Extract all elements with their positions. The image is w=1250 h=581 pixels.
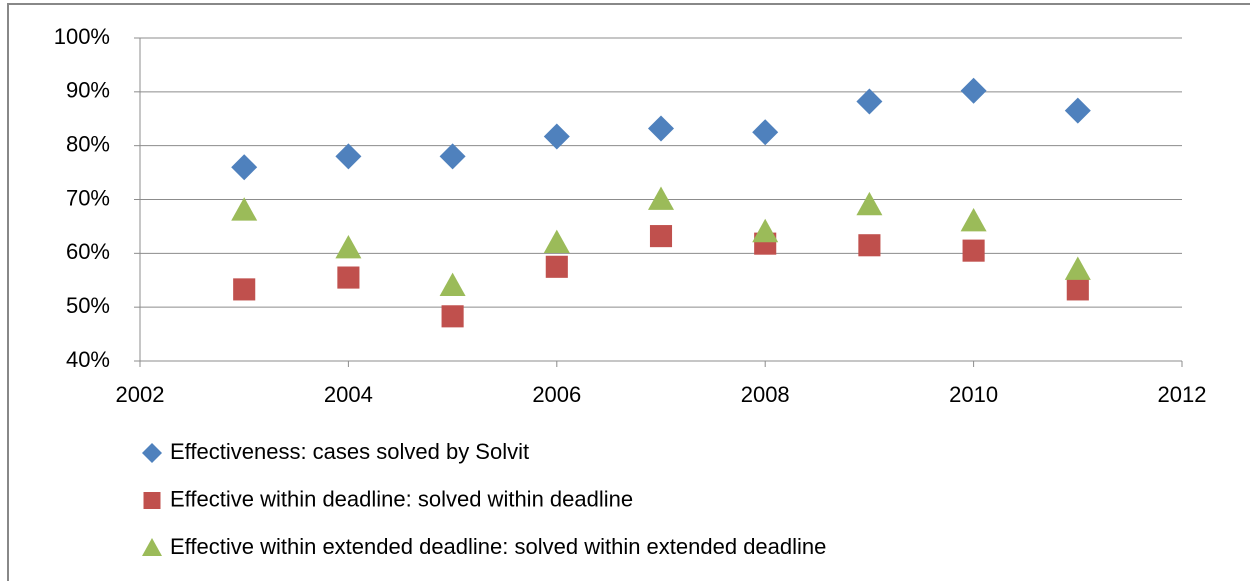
marker-square (233, 278, 256, 301)
marker-square (143, 492, 161, 509)
y-tick-label: 80% (66, 131, 110, 156)
x-tick-label: 2004 (324, 382, 373, 407)
marker-triangle (231, 197, 258, 221)
marker-diamond (752, 119, 779, 146)
x-tick-label: 2012 (1158, 382, 1207, 407)
marker-square (545, 255, 568, 278)
marker-diamond (960, 77, 987, 104)
legend-label: Effectiveness: cases solved by Solvit (170, 439, 529, 464)
marker-diamond (1064, 97, 1091, 124)
marker-square (649, 225, 673, 248)
y-tick-label: 40% (66, 347, 110, 372)
x-tick-label: 2010 (949, 382, 998, 407)
marker-diamond (335, 143, 362, 170)
marker-triangle (960, 208, 987, 232)
marker-triangle (648, 186, 674, 210)
marker-diamond (231, 154, 258, 181)
marker-square (441, 305, 464, 328)
y-tick-label: 50% (66, 293, 110, 318)
marker-square (337, 266, 360, 289)
marker-triangle (752, 218, 779, 243)
marker-triangle (335, 234, 362, 259)
marker-triangle (439, 272, 466, 297)
marker-square (962, 239, 985, 262)
marker-diamond (142, 443, 162, 463)
marker-triangle (543, 229, 570, 253)
x-tick-label: 2002 (116, 382, 165, 407)
y-tick-label: 100% (54, 24, 110, 49)
legend-label: Effective within deadline: solved within… (170, 486, 633, 511)
y-tick-label: 90% (66, 78, 110, 103)
marker-diamond (648, 115, 674, 142)
marker-diamond (439, 143, 466, 170)
chart-frame (7, 3, 1250, 581)
x-tick-label: 2008 (741, 382, 790, 407)
marker-square (1066, 278, 1089, 301)
marker-triangle (142, 538, 162, 556)
marker-triangle (856, 191, 883, 216)
y-tick-label: 70% (66, 185, 110, 210)
marker-triangle (1064, 256, 1091, 280)
x-tick-label: 2006 (532, 382, 581, 407)
marker-square (858, 234, 881, 257)
marker-diamond (543, 123, 570, 150)
legend-label: Effective within extended deadline: solv… (170, 534, 826, 559)
marker-diamond (856, 88, 883, 115)
y-tick-label: 60% (66, 239, 110, 264)
